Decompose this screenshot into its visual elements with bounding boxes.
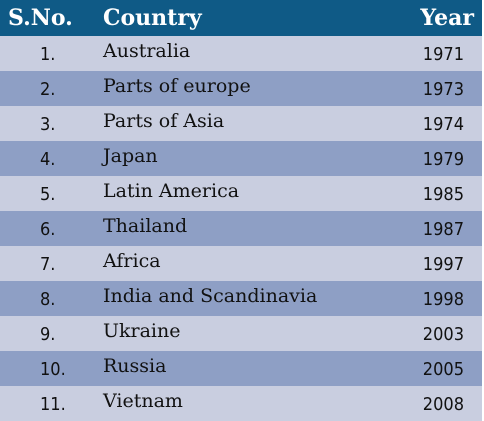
cell-year: 2005	[422, 359, 464, 380]
cell-country: Parts of europe	[103, 75, 251, 97]
table-row: 6. Thailand 1987	[0, 211, 482, 246]
header-sno: S.No.	[8, 5, 73, 31]
cell-country: Russia	[103, 355, 167, 377]
cell-country: Thailand	[103, 215, 188, 237]
cell-sno: 8.	[40, 289, 56, 310]
cell-country: Africa	[103, 250, 161, 272]
cell-year: 2008	[422, 394, 464, 415]
table-row: 1. Australia 1971	[0, 36, 482, 71]
header-country: Country	[103, 5, 202, 31]
cell-sno: 4.	[40, 149, 56, 170]
cell-year: 1998	[422, 289, 464, 310]
cell-year: 1985	[422, 184, 464, 205]
cell-country: Ukraine	[103, 320, 181, 342]
cell-year: 1971	[422, 44, 464, 65]
cell-country: Latin America	[103, 180, 240, 202]
cell-sno: 6.	[40, 219, 56, 240]
table-row: 4. Japan 1979	[0, 141, 482, 176]
cell-country: Parts of Asia	[103, 110, 225, 132]
cell-sno: 11.	[40, 394, 66, 415]
table-row: 8. India and Scandinavia 1998	[0, 281, 482, 316]
cell-sno: 5.	[40, 184, 56, 205]
cell-country: India and Scandinavia	[103, 285, 318, 307]
cell-year: 1987	[422, 219, 464, 240]
cell-sno: 10.	[40, 359, 66, 380]
cell-year: 2003	[422, 324, 464, 345]
cell-country: Australia	[103, 40, 191, 62]
table-row: 5. Latin America 1985	[0, 176, 482, 211]
cell-sno: 3.	[40, 114, 56, 135]
cell-country: Vietnam	[103, 390, 183, 412]
cell-year: 1974	[422, 114, 464, 135]
table-row: 11. Vietnam 2008	[0, 386, 482, 421]
table-row: 3. Parts of Asia 1974	[0, 106, 482, 141]
cell-year: 1979	[422, 149, 464, 170]
cell-sno: 7.	[40, 254, 56, 275]
cell-sno: 1.	[40, 44, 56, 65]
table-row: 10. Russia 2005	[0, 351, 482, 386]
table-row: 2. Parts of europe 1973	[0, 71, 482, 106]
cell-year: 1997	[422, 254, 464, 275]
table-row: 9. Ukraine 2003	[0, 316, 482, 351]
cell-year: 1973	[422, 79, 464, 100]
header-year: Year	[420, 5, 474, 31]
cell-country: Japan	[103, 145, 158, 167]
cell-sno: 9.	[40, 324, 56, 345]
table-row: 7. Africa 1997	[0, 246, 482, 281]
table-header: S.No. Country Year	[0, 0, 482, 36]
cell-sno: 2.	[40, 79, 56, 100]
